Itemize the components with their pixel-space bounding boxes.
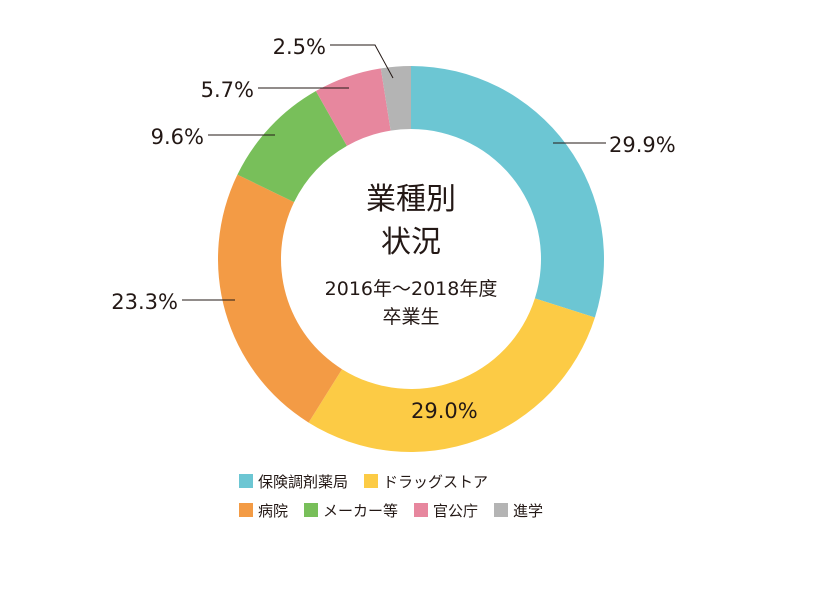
slice-pharmacy — [411, 66, 604, 318]
slice-hospital — [217, 174, 343, 423]
value-labels-group: 29.9% 29.0% 23.3% 9.6% 5.7% 2.5% — [111, 35, 675, 423]
legend-label-further-study: 進学 — [513, 501, 544, 520]
legend-row-2: 病院 メーカー等 官公庁 進学 — [239, 499, 659, 521]
legend-item-further-study: 進学 — [494, 500, 543, 521]
legend-label-government: 官公庁 — [433, 501, 479, 520]
legend-item-pharmacy: 保険調剤薬局 — [239, 471, 348, 492]
legend-item-hospital: 病院 — [239, 500, 288, 521]
legend-swatch-government — [414, 503, 429, 517]
legend-swatch-manufacturer — [304, 503, 319, 517]
value-label-drugstore: 29.0% — [411, 399, 478, 423]
legend-label-hospital: 病院 — [258, 501, 289, 520]
legend-swatch-pharmacy — [239, 474, 253, 488]
legend-label-drugstore: ドラッグストア — [383, 472, 489, 491]
value-label-hospital: 23.3% — [111, 290, 178, 314]
legend-row-1: 保険調剤薬局 ドラッグストア — [239, 470, 659, 492]
legend-item-government: 官公庁 — [414, 500, 478, 521]
leader-line-further-study — [330, 44, 394, 79]
slice-drugstore — [308, 298, 595, 452]
value-label-further-study: 2.5% — [273, 35, 326, 59]
legend-swatch-hospital — [239, 503, 253, 517]
slice-further-study — [380, 66, 411, 131]
leader-lines-group — [182, 44, 606, 301]
legend-item-drugstore: ドラッグストア — [364, 471, 488, 492]
value-label-pharmacy: 29.9% — [609, 133, 676, 157]
legend-label-manufacturer: メーカー等 — [323, 501, 399, 520]
chart-subtitle-line-2: 卒業生 — [382, 306, 439, 328]
legend: 保険調剤薬局 ドラッグストア 病院 メーカー等 官公庁 進学 — [239, 470, 659, 528]
chart-title-line-1: 業種別 — [366, 182, 456, 217]
value-label-manufacturer: 9.6% — [151, 125, 204, 149]
chart-subtitle-line-1: 2016年〜2018年度 — [325, 278, 498, 300]
slice-manufacturer — [237, 91, 347, 203]
legend-swatch-further-study — [494, 503, 509, 517]
chart-title-line-2: 状況 — [381, 225, 441, 260]
legend-item-manufacturer: メーカー等 — [304, 500, 398, 521]
value-label-government: 5.7% — [201, 78, 254, 102]
legend-swatch-drugstore — [364, 474, 379, 488]
legend-label-pharmacy: 保険調剤薬局 — [258, 472, 349, 491]
